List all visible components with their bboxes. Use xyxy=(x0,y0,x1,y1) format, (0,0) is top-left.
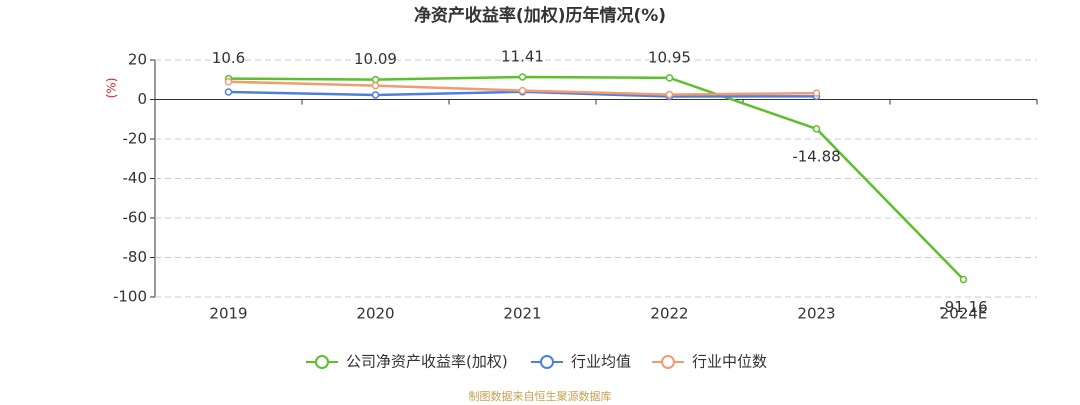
legend-label: 公司净资产收益率(加权) xyxy=(346,353,508,371)
y-tick-label: -60 xyxy=(123,209,148,227)
data-label: -91.16 xyxy=(939,298,987,316)
x-tick-label: 2019 xyxy=(209,305,247,323)
y-tick-label: -40 xyxy=(123,169,148,187)
data-label: 11.41 xyxy=(501,47,544,65)
data-point xyxy=(665,90,674,99)
data-point xyxy=(371,81,380,90)
source-note: 制图数据来自恒生聚源数据库 xyxy=(469,389,612,403)
data-label: 10.6 xyxy=(212,49,245,67)
data-label: 10.95 xyxy=(648,48,691,66)
x-tick-label: 2023 xyxy=(797,305,835,323)
legend-marker xyxy=(315,355,329,369)
y-tick-label: 20 xyxy=(128,51,147,69)
legend-marker xyxy=(540,355,554,369)
data-point xyxy=(518,73,527,81)
y-tick-label: 0 xyxy=(137,90,147,108)
data-label: 10.09 xyxy=(354,50,397,68)
data-label: -14.88 xyxy=(792,147,840,165)
chart-title: 净资产收益率(加权)历年情况(%) xyxy=(414,5,666,26)
data-point xyxy=(665,74,674,82)
data-point xyxy=(812,89,821,97)
legend-label: 行业中位数 xyxy=(692,353,767,371)
x-tick-label: 2024E xyxy=(940,305,988,323)
y-axis-label: (%) xyxy=(105,78,119,99)
data-point xyxy=(224,88,233,96)
data-point xyxy=(224,77,233,86)
x-tick-label: 2022 xyxy=(650,305,688,323)
y-tick-label: -100 xyxy=(113,288,147,306)
data-point xyxy=(518,86,527,95)
data-point xyxy=(959,275,968,284)
data-point xyxy=(812,125,821,133)
y-tick-label: -20 xyxy=(123,130,148,148)
y-tick-label: -80 xyxy=(123,248,148,266)
data-point xyxy=(371,91,380,99)
legend-label: 行业均值 xyxy=(571,353,631,371)
data-point xyxy=(371,75,380,84)
x-tick-label: 2021 xyxy=(503,305,541,323)
x-tick-label: 2020 xyxy=(356,305,394,323)
series-line xyxy=(228,75,965,281)
legend-marker xyxy=(661,355,675,369)
